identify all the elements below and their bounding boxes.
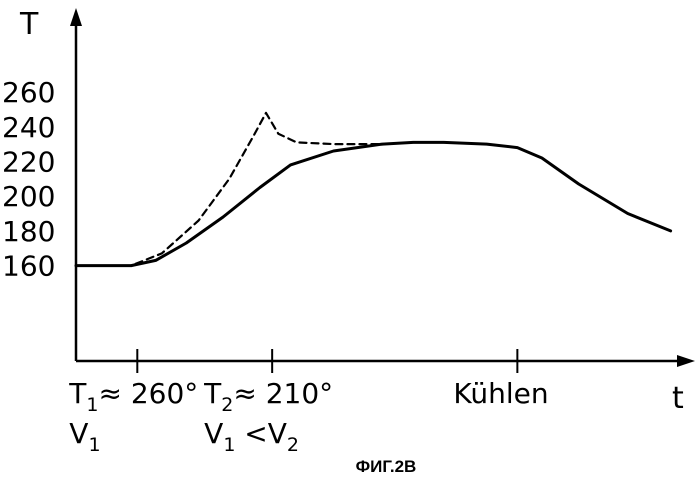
x-axis-label: t [672,381,684,416]
y-tick-label-180: 180 [2,215,55,248]
series-group [76,113,671,266]
x-axis-arrow [677,355,695,367]
x-marker-sublabel-2: V1 <V2 [204,417,299,456]
y-tick-label-200: 200 [2,180,55,213]
y-axis-label: T [19,7,39,42]
y-tick-label-260: 260 [2,76,55,109]
x-markers: T1≈ 260°V1 T2≈ 210°V1 <V2 Kühlen [68,349,548,456]
figure-caption: ФИГ.2В [356,457,417,476]
x-marker-label-1: T1≈ 260° [68,377,198,416]
solid-series-line [76,142,671,265]
dashed-series-line [76,113,383,266]
x-marker-label-3: Kühlen [453,377,548,410]
x-marker-label-2: T2≈ 210° [203,377,333,416]
y-tick-label-160: 160 [2,250,55,283]
y-ticks: 160180200220240260 [2,76,55,283]
y-tick-label-220: 220 [2,145,55,178]
y-tick-label-240: 240 [2,111,55,144]
axes [70,8,695,367]
x-marker-sublabel-1: V1 [69,417,100,456]
y-axis-arrow [70,8,82,26]
